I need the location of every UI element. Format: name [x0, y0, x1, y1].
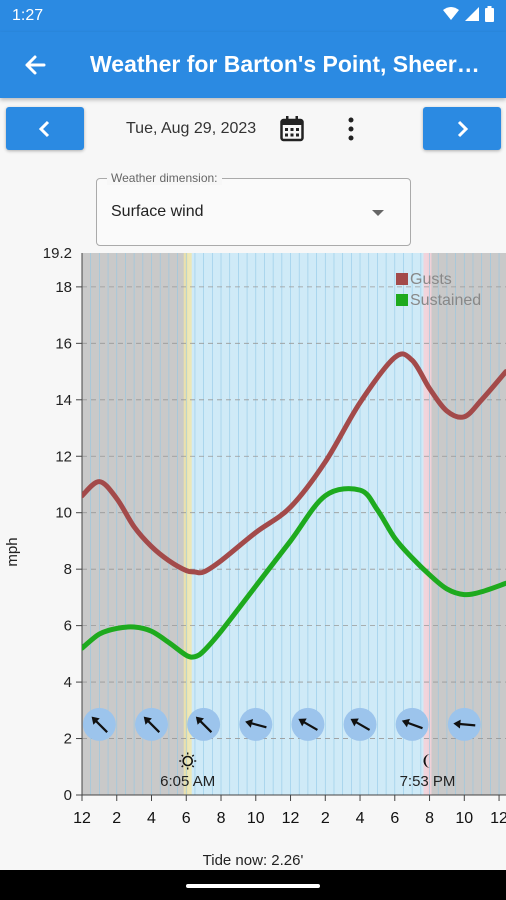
app-title: Weather for Barton's Point, Sheern…: [90, 51, 490, 77]
y-tick-label: 10: [55, 505, 72, 522]
y-tick-label: 4: [64, 674, 72, 691]
y-tick-label: 8: [64, 561, 72, 578]
x-tick-label: 12: [282, 810, 300, 827]
system-nav-bar: [0, 870, 506, 900]
x-tick-label: 8: [425, 810, 434, 827]
battery-icon: [485, 6, 494, 22]
legend-swatch-gusts: [396, 273, 408, 285]
sunrise-band: [183, 253, 192, 795]
arrow-left-icon[interactable]: [20, 50, 50, 80]
weather-dimension-label: Weather dimension:: [107, 171, 222, 185]
calendar-icon[interactable]: [280, 116, 304, 142]
arrow-icon: [401, 718, 423, 730]
weather-dimension-value: Surface wind: [111, 203, 204, 220]
x-tick-label: 12: [73, 810, 91, 827]
arrow-icon: [195, 716, 213, 733]
chevron-left-icon: [38, 120, 50, 137]
x-tick-label: 8: [217, 810, 226, 827]
wind-direction-icon: [187, 707, 221, 741]
series-line-gusts: [82, 351, 506, 576]
x-tick-label: 4: [356, 810, 365, 827]
wind-direction-icon: [135, 707, 169, 741]
y-tick-label: 16: [55, 335, 72, 352]
weather-dimension-select[interactable]: Weather dimension: Surface wind: [96, 171, 411, 246]
wind-direction-icon: [447, 707, 481, 741]
status-icons: [443, 6, 494, 22]
wind-direction-icon: [343, 707, 377, 741]
x-tick-label: 6: [182, 810, 191, 827]
sunset-band: [423, 253, 432, 795]
x-tick-label: 4: [147, 810, 156, 827]
next-day-button[interactable]: [423, 107, 501, 150]
x-tick-label: 10: [455, 810, 473, 827]
x-tick-label: 12: [490, 810, 506, 827]
y-tick-label: 12: [55, 448, 72, 465]
legend-swatch-sustained: [396, 294, 408, 306]
sunset-label: 7:53 PM: [400, 773, 456, 790]
sunrise-label: 6:05 AM: [160, 773, 215, 790]
wind-direction-icon: [82, 707, 116, 741]
wind-direction-icon: [395, 707, 429, 741]
wifi-icon: [443, 7, 459, 20]
arrow-icon: [350, 718, 371, 731]
date-label[interactable]: Tue, Aug 29, 2023: [126, 120, 257, 137]
x-tick-label: 10: [247, 810, 265, 827]
more-vert-icon[interactable]: [345, 117, 357, 141]
tide-status: Tide now: 2.26': [202, 852, 304, 869]
arrow-icon: [453, 719, 476, 729]
wind-direction-icon: [291, 707, 325, 741]
moon-icon: [423, 754, 431, 768]
cell-signal-icon: [465, 7, 479, 21]
wind-direction-icon: [239, 707, 273, 741]
arrow-icon: [91, 716, 108, 733]
y-axis-label: mph: [4, 537, 21, 566]
dropdown-arrow-icon: [372, 210, 384, 216]
home-gesture-pill[interactable]: [186, 884, 320, 888]
arrow-icon: [298, 718, 318, 731]
arrow-icon: [245, 719, 267, 729]
sun-icon: [179, 752, 197, 770]
y-tick-label: 0: [64, 787, 72, 804]
y-tick-label: 14: [55, 392, 72, 409]
y-tick-label: 18: [55, 279, 72, 296]
app-bar: Weather for Barton's Point, Sheern…: [0, 32, 506, 98]
previous-day-button[interactable]: [6, 107, 84, 150]
wind-chart: 0 2 4 6 8 10 12 14 16 18 19.2 mph 12 2 4 6 8 10 12 2 4 6 8 10 12…: [4, 246, 506, 827]
arrow-icon: [143, 716, 161, 733]
y-tick-label: 2: [64, 731, 72, 748]
x-tick-label: 2: [321, 810, 330, 827]
night-band: [427, 253, 506, 795]
x-tick-label: 6: [390, 810, 399, 827]
chevron-right-icon: [457, 120, 469, 137]
x-tick-label: 2: [112, 810, 121, 827]
status-bar: 1:27: [0, 0, 506, 32]
y-tick-label: 6: [64, 618, 72, 635]
status-time: 1:27: [12, 7, 44, 24]
legend-label-gusts: Gusts: [410, 271, 452, 288]
y-max-label: 19.2: [43, 246, 72, 262]
legend-label-sustained: Sustained: [410, 292, 481, 309]
series-line-sustained: [82, 486, 506, 660]
